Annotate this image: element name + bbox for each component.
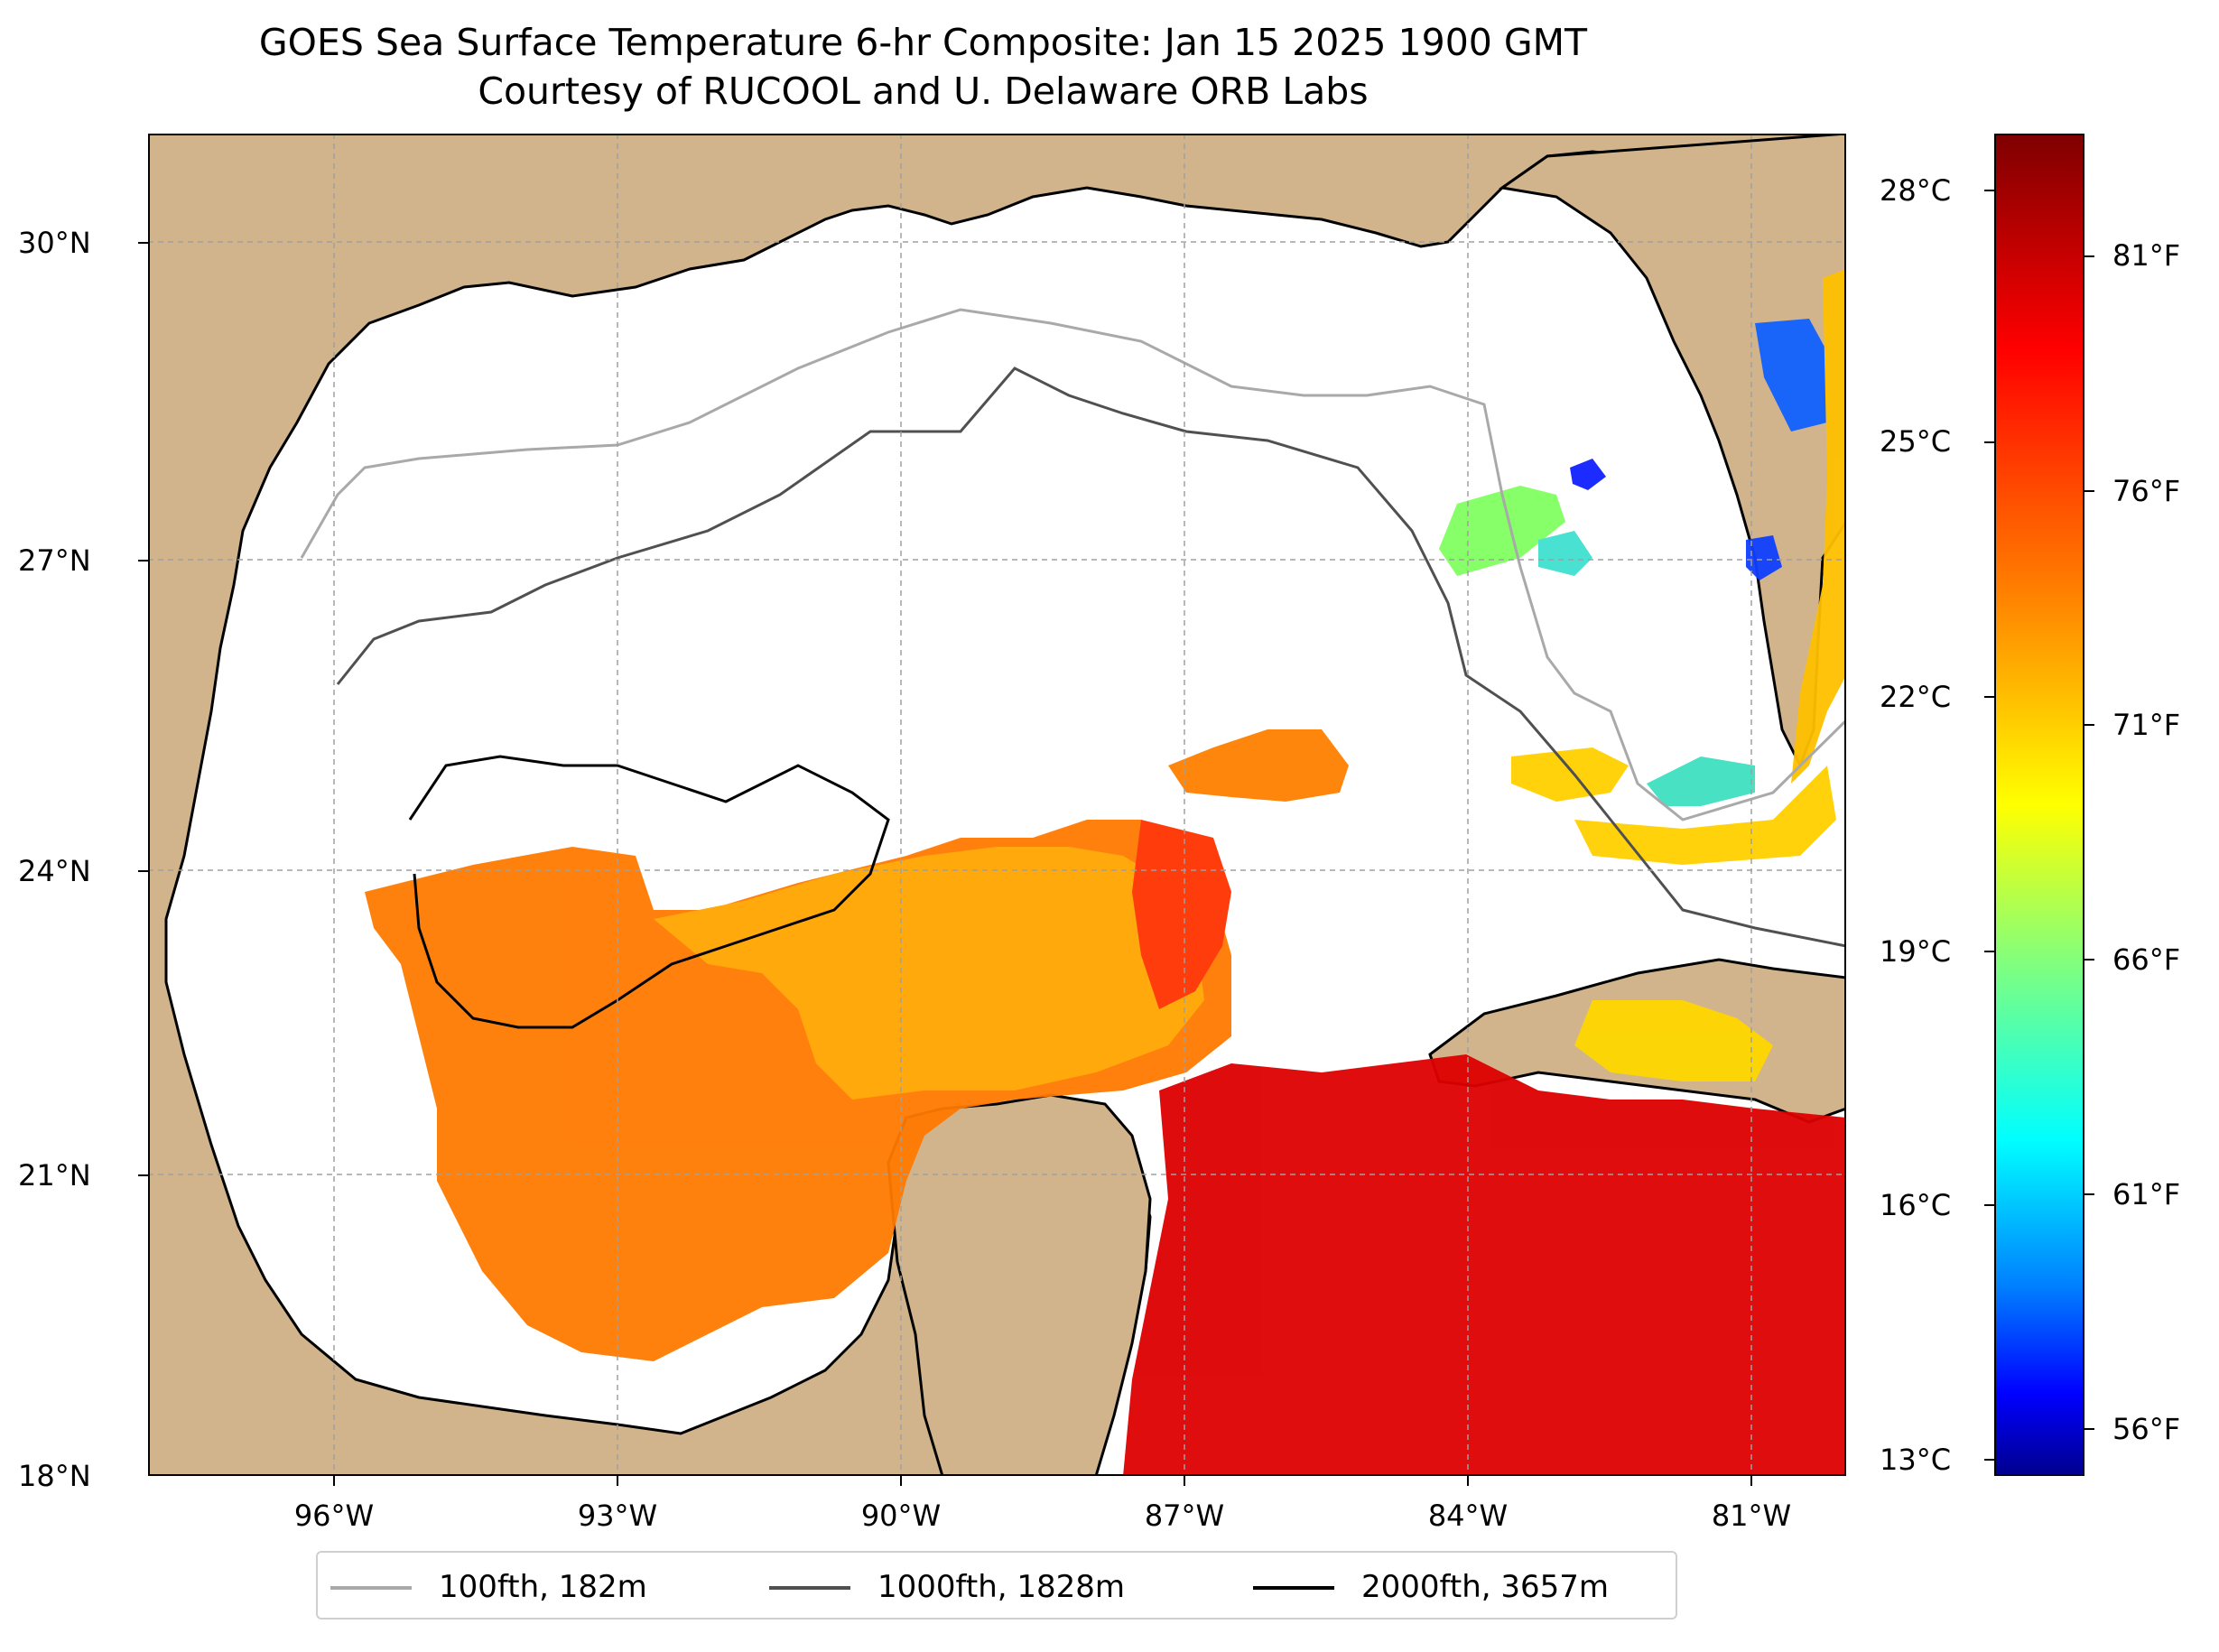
colorbar-label-28c: 28°C: [1880, 173, 1952, 208]
colorbar-tick-right: [2084, 959, 2094, 961]
lon-label-87w: 87°W: [1144, 1499, 1225, 1533]
graticule: [148, 134, 1846, 1476]
sst-data-overlay: [365, 269, 1846, 1476]
colorbar-label-71f: 71°F: [2112, 708, 2181, 742]
lon-label-84w: 84°W: [1427, 1499, 1509, 1533]
temperature-colorbar: [1994, 134, 2084, 1476]
colorbar-tick-left: [1984, 1459, 1994, 1461]
lon-label-96w: 96°W: [293, 1499, 375, 1533]
colorbar-tick-left: [1984, 951, 1994, 952]
sst-patch-east-orange: [1168, 729, 1349, 802]
sst-patch-tampa-blue: [1570, 459, 1606, 490]
yucatan-land: [887, 1093, 1152, 1476]
isobath-100fth: [300, 308, 1846, 821]
isobath-1000fth: [336, 367, 1846, 948]
lon-tick: [1467, 1476, 1469, 1486]
colorbar-tick-left: [1984, 190, 1994, 191]
sst-patch-caribbean: [1123, 1054, 1846, 1476]
lat-label-18n: 18°N: [18, 1459, 91, 1493]
sst-patch-yucatan-channel-yellow: [1574, 1000, 1773, 1081]
chart-title: GOES Sea Surface Temperature 6-hr Compos…: [258, 21, 1588, 64]
lon-tick: [1184, 1476, 1185, 1486]
sst-patch-cyan-shelf: [1538, 531, 1592, 576]
legend-label-100fth: 100fth, 182m: [439, 1569, 647, 1605]
colorbar-label-81f: 81°F: [2112, 238, 2181, 273]
colorbar-label-19c: 19°C: [1880, 934, 1952, 969]
isobath-legend: 100fth, 182m 1000fth, 1828m 2000fth, 365…: [316, 1551, 1677, 1620]
sst-patch-east-coast-blue: [1755, 319, 1836, 432]
lon-tick: [1750, 1476, 1752, 1486]
legend-label-1000fth: 1000fth, 1828m: [877, 1569, 1126, 1605]
florida-land: [1499, 134, 1846, 769]
isobath-2000fth: [408, 755, 890, 1029]
legend-swatch-2000fth: [1253, 1586, 1334, 1590]
sst-patch-west-yellow: [1511, 747, 1629, 802]
sst-patch-loop-current: [1132, 820, 1231, 1009]
legend-swatch-100fth: [330, 1586, 412, 1590]
sst-patch-keys-cyan: [1647, 756, 1755, 806]
lon-label-90w: 90°W: [860, 1499, 942, 1533]
colorbar-label-25c: 25°C: [1880, 424, 1952, 459]
sst-map: [148, 134, 1846, 1476]
colorbar-tick-right: [2084, 255, 2094, 257]
lat-tick: [138, 560, 148, 561]
sst-patch-keys-yellow: [1574, 766, 1836, 865]
colorbar-tick-left: [1984, 441, 1994, 443]
colorbar-label-66f: 66°F: [2112, 942, 2181, 977]
lat-label-30n: 30°N: [18, 226, 91, 260]
lat-tick: [138, 870, 148, 872]
colorbar-label-16c: 16°C: [1880, 1188, 1952, 1222]
colorbar-label-56f: 56°F: [2112, 1412, 2181, 1446]
sst-patch-west-florida-green: [1439, 486, 1565, 576]
colorbar-tick-left: [1984, 696, 1994, 698]
colorbar-tick-right: [2084, 724, 2094, 726]
lon-label-93w: 93°W: [577, 1499, 658, 1533]
lat-label-24n: 24°N: [18, 854, 91, 888]
lat-label-27n: 27°N: [18, 543, 91, 578]
sst-patch-central: [654, 847, 1204, 1100]
colorbar-tick-right: [2084, 1428, 2094, 1430]
colorbar-tick-right: [2084, 490, 2094, 492]
lat-tick: [138, 1174, 148, 1176]
chart-subtitle: Courtesy of RUCOOL and U. Delaware ORB L…: [478, 70, 1369, 113]
lat-tick: [138, 242, 148, 244]
lon-tick: [900, 1476, 902, 1486]
colorbar-label-13c: 13°C: [1880, 1443, 1952, 1477]
colorbar-label-76f: 76°F: [2112, 474, 2181, 508]
lon-label-81w: 81°W: [1711, 1499, 1792, 1533]
lat-label-21n: 21°N: [18, 1158, 91, 1193]
legend-swatch-1000fth: [769, 1586, 850, 1590]
legend-label-2000fth: 2000fth, 3657m: [1361, 1569, 1610, 1605]
sst-patch-east-coast-warm: [1791, 269, 1846, 784]
colorbar-label-61f: 61°F: [2112, 1177, 2181, 1211]
colorbar-tick-left: [1984, 1204, 1994, 1206]
lon-tick: [333, 1476, 335, 1486]
sst-patch-lake-okeechobee-blue: [1746, 535, 1782, 580]
lon-tick: [617, 1476, 618, 1486]
colorbar-tick-right: [2084, 1193, 2094, 1195]
colorbar-label-22c: 22°C: [1880, 680, 1952, 714]
